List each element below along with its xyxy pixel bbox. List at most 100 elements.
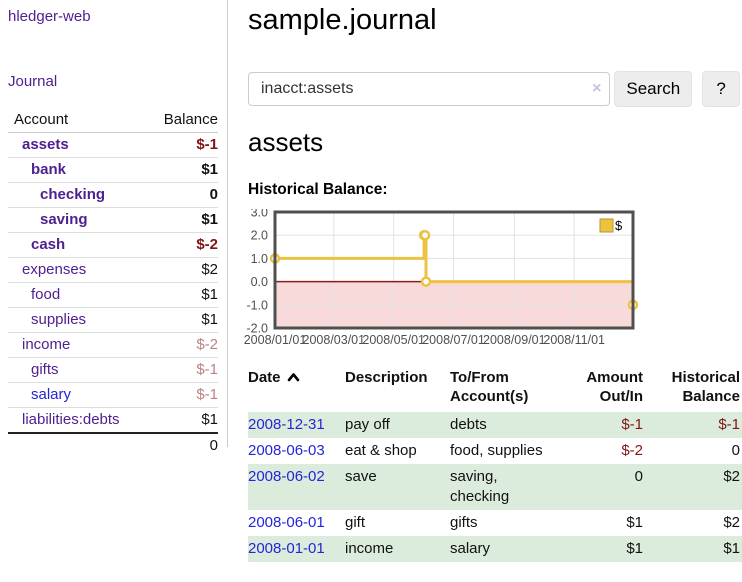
account-link[interactable]: food [31,286,60,303]
register-row[interactable]: 2008-01-01incomesalary$1$1 [248,536,742,562]
accounts-total-balance: 0 [144,433,218,458]
accounts-total-row: 0 [8,433,218,458]
account-balance: $1 [144,408,218,434]
transaction-description: gift [345,510,450,536]
account-row: bank $1 [8,158,218,183]
transaction-amount: $1 [580,536,645,562]
register-column-header: To/FromAccount(s) [450,366,580,412]
transaction-balance: $-1 [645,412,742,438]
account-balance: $1 [144,158,218,183]
transaction-balance: $2 [645,464,742,510]
svg-text:2.0: 2.0 [251,229,268,243]
help-button[interactable]: ? [702,71,740,107]
transaction-date-link[interactable]: 2008-06-03 [248,442,325,459]
transaction-description: income [345,536,450,562]
search-button[interactable]: Search [614,71,692,107]
svg-text:2008/03/01: 2008/03/01 [303,333,366,347]
account-row: saving $1 [8,208,218,233]
transaction-amount: $1 [580,510,645,536]
svg-text:$: $ [615,218,623,233]
sidebar-item-journal[interactable]: Journal [8,73,57,90]
svg-text:3.0: 3.0 [251,209,268,220]
account-row: food $1 [8,283,218,308]
account-row: checking 0 [8,183,218,208]
register-row[interactable]: 2008-12-31pay offdebts$-1$-1 [248,412,742,438]
account-balance: $1 [144,208,218,233]
app-title-link[interactable]: hledger-web [8,8,91,25]
svg-text:2008/11/01: 2008/11/01 [543,333,605,347]
sidebar: hledger-web Journal Account Balance asse… [0,0,228,447]
page-title: sample.journal [248,4,740,36]
register-table: Date DescriptionTo/FromAccount(s)AmountO… [248,366,742,562]
transaction-date-link[interactable]: 2008-12-31 [248,416,325,433]
account-row: supplies $1 [8,308,218,333]
chart-title: Historical Balance: [248,181,740,199]
transaction-amount: $-1 [580,412,645,438]
svg-text:2008/07/01: 2008/07/01 [422,333,485,347]
account-link[interactable]: bank [31,161,66,178]
accounts-header-account: Account [8,108,144,133]
account-balance: $-1 [144,133,218,158]
accounts-header-balance: Balance [144,108,218,133]
register-row[interactable]: 2008-06-02savesaving, checking0$2 [248,464,742,510]
account-balance: $1 [144,283,218,308]
search-form: × Search ? [248,72,740,106]
transaction-accounts: salary [450,536,580,562]
account-balance: $1 [144,308,218,333]
transaction-date-link[interactable]: 2008-01-01 [248,540,325,557]
account-row: expenses $2 [8,258,218,283]
register-row[interactable]: 2008-06-03eat & shopfood, supplies$-20 [248,438,742,464]
svg-text:1.0: 1.0 [251,252,268,266]
account-link[interactable]: cash [31,236,65,253]
transaction-amount: $-2 [580,438,645,464]
register-column-header: Description [345,366,450,412]
account-link[interactable]: checking [40,186,105,203]
account-balance: $-1 [144,358,218,383]
balance-chart: $3.02.01.00.0-1.0-2.02008/01/012008/03/0… [240,209,660,349]
account-row: assets $-1 [8,133,218,158]
accounts-table-body: assets$-1bank$1checking0saving$1cash$-2e… [8,133,218,434]
account-link[interactable]: gifts [31,361,59,378]
account-balance: $-2 [144,333,218,358]
clear-search-icon[interactable]: × [592,80,601,98]
account-row: gifts $-1 [8,358,218,383]
register-header-row: Date DescriptionTo/FromAccount(s)AmountO… [248,366,742,412]
account-balance: $-1 [144,383,218,408]
register-body: 2008-12-31pay offdebts$-1$-12008-06-03ea… [248,412,742,562]
account-link[interactable]: salary [31,386,71,403]
register-column-header[interactable]: Date [248,366,345,412]
spacer-cell [8,433,144,458]
register-column-header: HistoricalBalance [645,366,742,412]
search-input[interactable] [248,72,610,106]
account-link[interactable]: supplies [31,311,86,328]
transaction-description: pay off [345,412,450,438]
svg-text:2008/01/01: 2008/01/01 [244,333,307,347]
account-link[interactable]: saving [40,211,88,228]
account-balance: $-2 [144,233,218,258]
register-row[interactable]: 2008-06-01giftgifts$1$2 [248,510,742,536]
transaction-balance: $1 [645,536,742,562]
transaction-accounts: saving, checking [450,464,580,510]
transaction-accounts: gifts [450,510,580,536]
account-balance: 0 [144,183,218,208]
account-row: cash $-2 [8,233,218,258]
transaction-accounts: debts [450,412,580,438]
register-column-header: AmountOut/In [580,366,645,412]
transaction-date-link[interactable]: 2008-06-01 [248,514,325,531]
account-link[interactable]: income [22,336,70,353]
transaction-accounts: food, supplies [450,438,580,464]
main-content: sample.journal × Search ? assets Histori… [229,0,742,582]
account-balance: $2 [144,258,218,283]
svg-text:2008/05/01: 2008/05/01 [362,333,425,347]
account-link[interactable]: liabilities:debts [22,411,120,428]
account-heading: assets [248,127,740,158]
transaction-balance: 0 [645,438,742,464]
accounts-table: Account Balance assets $-1 bank $1 checking 0… [8,108,218,458]
account-link[interactable]: expenses [22,261,86,278]
svg-text:-1.0: -1.0 [246,298,268,312]
account-row: income $-2 [8,333,218,358]
transaction-amount: 0 [580,464,645,510]
account-link[interactable]: assets [22,136,69,153]
account-row: liabilities:debts $1 [8,408,218,434]
transaction-date-link[interactable]: 2008-06-02 [248,468,325,485]
